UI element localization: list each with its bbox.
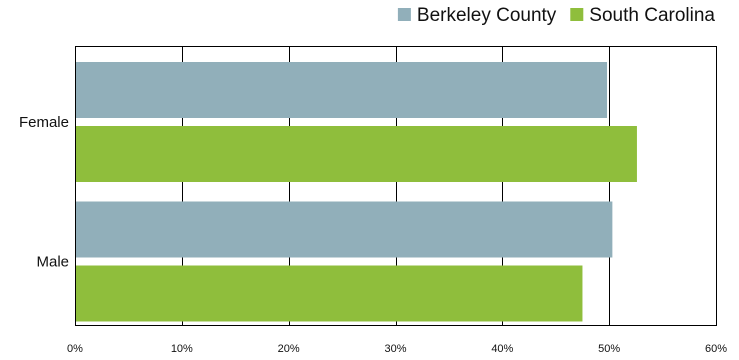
legend-swatch-south-carolina bbox=[570, 8, 584, 21]
category-label-female: Female bbox=[19, 114, 69, 131]
bar-male-berkeley-county bbox=[76, 201, 613, 258]
legend-label-south-carolina: South Carolina bbox=[589, 5, 715, 26]
category-labels: Female Male bbox=[19, 114, 69, 271]
x-tick-label-4: 40% bbox=[491, 343, 513, 355]
x-tick-label-5: 50% bbox=[598, 343, 620, 355]
bars bbox=[76, 62, 637, 322]
legend: Berkeley County South Carolina bbox=[397, 5, 715, 26]
tick-labels: 0% 10% 20% 30% 40% 50% 60% bbox=[67, 343, 727, 355]
category-label-male: Male bbox=[36, 254, 69, 271]
bar-male-south-carolina bbox=[76, 265, 583, 322]
x-tick-label-1: 10% bbox=[171, 343, 193, 355]
x-tick-label-0: 0% bbox=[67, 343, 83, 355]
bar-female-berkeley-county bbox=[76, 62, 608, 118]
bar-female-south-carolina bbox=[76, 126, 637, 182]
x-tick-label-2: 20% bbox=[278, 343, 300, 355]
legend-swatch-berkeley-county bbox=[397, 8, 411, 21]
x-tick-label-6: 60% bbox=[705, 343, 727, 355]
plot-frame bbox=[75, 46, 717, 326]
x-tick-label-3: 30% bbox=[384, 343, 406, 355]
legend-label-berkeley-county: Berkeley County bbox=[417, 5, 557, 26]
